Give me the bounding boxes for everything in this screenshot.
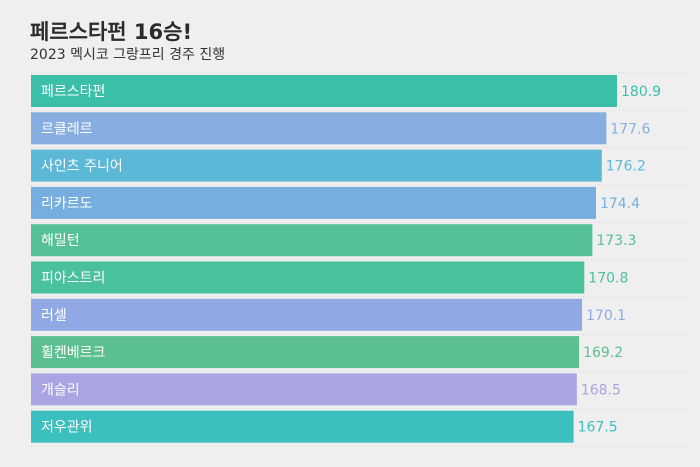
category-label: 피아스트리 bbox=[41, 271, 105, 287]
bar bbox=[31, 149, 602, 182]
chart-subtitle: 2023 멕시코 그랑프리 경주 진행 bbox=[30, 47, 226, 63]
category-label: 사인츠 주니어 bbox=[41, 159, 123, 175]
category-label: 페르스타펀 bbox=[41, 84, 105, 100]
bar bbox=[31, 410, 574, 443]
category-label: 리카르도 bbox=[41, 196, 93, 212]
bar bbox=[31, 75, 617, 107]
bar bbox=[31, 186, 596, 219]
value-label: 176.2 bbox=[606, 159, 646, 175]
category-label: 저우관위 bbox=[41, 420, 93, 436]
category-label: 러셀 bbox=[41, 308, 67, 324]
chart-title: 페르스타펀 16승! bbox=[30, 20, 193, 44]
bar bbox=[31, 261, 585, 294]
category-label: 휠켄베르크 bbox=[41, 345, 106, 361]
bar bbox=[31, 336, 580, 369]
value-label: 168.5 bbox=[581, 382, 621, 398]
value-label: 173.3 bbox=[596, 233, 636, 249]
value-label: 169.2 bbox=[583, 345, 623, 361]
value-label: 177.6 bbox=[610, 121, 650, 137]
value-label: 170.8 bbox=[588, 271, 628, 287]
bar bbox=[31, 112, 607, 145]
bar bbox=[31, 298, 583, 331]
bar bbox=[31, 373, 577, 406]
category-label: 르클레르 bbox=[41, 121, 93, 137]
value-label: 180.9 bbox=[621, 84, 661, 100]
bar bbox=[31, 224, 593, 257]
category-label: 개슬리 bbox=[41, 382, 80, 398]
value-label: 174.4 bbox=[600, 196, 640, 212]
value-label: 167.5 bbox=[578, 420, 618, 436]
value-label: 170.1 bbox=[586, 308, 626, 324]
category-label: 해밀턴 bbox=[41, 233, 80, 249]
